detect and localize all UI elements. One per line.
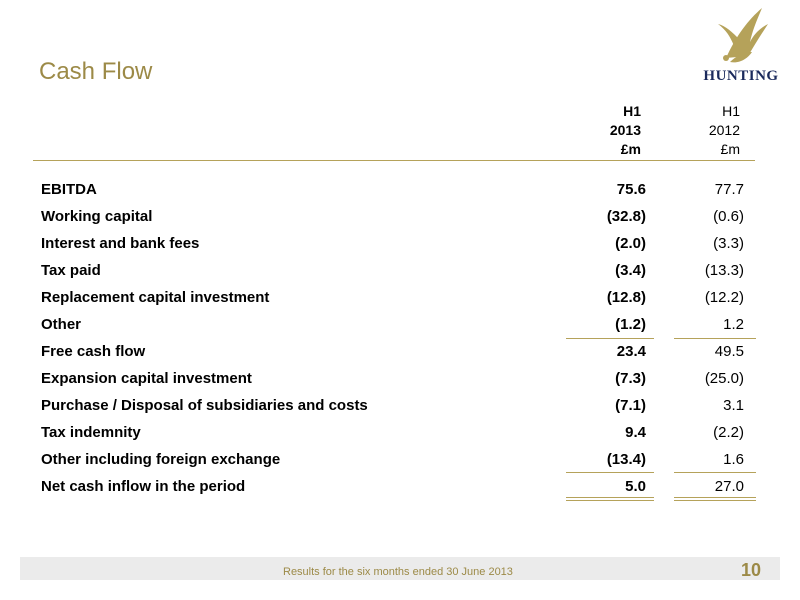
value-h1-2013: 75.6 — [616, 181, 646, 198]
value-h1-2013: (7.1) — [615, 397, 646, 414]
subtotal-rule — [566, 338, 654, 339]
value-h1-2013: 5.0 — [625, 478, 646, 495]
value-h1-2012: (25.0) — [704, 370, 744, 387]
bird-emblem-icon — [718, 8, 768, 63]
row-label: Working capital — [41, 208, 153, 225]
row-label: Free cash flow — [41, 343, 146, 360]
row-label: Interest and bank fees — [41, 235, 200, 252]
value-h1-2012: (0.6) — [713, 208, 744, 225]
page-number: 10 — [741, 560, 762, 580]
page-title: Cash Flow — [39, 58, 153, 85]
row-label: Purchase / Disposal of subsidiaries and … — [41, 397, 368, 414]
row-label: Other including foreign exchange — [41, 451, 281, 468]
value-h1-2012: (13.3) — [704, 262, 744, 279]
table-row: Free cash flow 23.4 49.5 — [0, 343, 800, 369]
row-label: Net cash inflow in the period — [41, 478, 246, 495]
column-header-line: £m — [620, 141, 641, 157]
row-label: EBITDA — [41, 181, 97, 198]
table-row: Other including foreign exchange (13.4) … — [0, 451, 800, 477]
row-label: Tax paid — [41, 262, 101, 279]
value-h1-2012: (2.2) — [713, 424, 744, 441]
table-row: EBITDA 75.6 77.7 — [0, 181, 800, 207]
table-row: Replacement capital investment (12.8) (1… — [0, 289, 800, 315]
row-label: Expansion capital investment — [41, 370, 252, 387]
total-rule — [674, 500, 756, 501]
header-divider — [33, 160, 755, 161]
value-h1-2013: 9.4 — [625, 424, 646, 441]
value-h1-2012: (3.3) — [713, 235, 744, 252]
table-row: Interest and bank fees (2.0) (3.3) — [0, 235, 800, 261]
subtotal-rule — [674, 338, 756, 339]
value-h1-2012: 1.2 — [723, 316, 744, 333]
value-h1-2013: (1.2) — [615, 316, 646, 333]
total-rule — [566, 497, 654, 498]
logo-wordmark: HUNTING — [703, 68, 779, 84]
column-header-line: H1 — [722, 103, 740, 119]
row-label: Tax indemnity — [41, 424, 141, 441]
value-h1-2012: 77.7 — [714, 181, 744, 198]
value-h1-2013: (12.8) — [606, 289, 646, 306]
table-row: Purchase / Disposal of subsidiaries and … — [0, 397, 800, 423]
table-row: Tax paid (3.4) (13.3) — [0, 262, 800, 288]
value-h1-2012: 1.6 — [723, 451, 744, 468]
value-h1-2012: (12.2) — [704, 289, 744, 306]
value-h1-2013: (2.0) — [615, 235, 646, 252]
value-h1-2013: (32.8) — [606, 208, 646, 225]
hunting-logo: HUNTING — [696, 6, 786, 88]
subtotal-rule — [674, 472, 756, 473]
row-label: Replacement capital investment — [41, 289, 270, 306]
value-h1-2013: (13.4) — [606, 451, 646, 468]
total-rule — [674, 497, 756, 498]
column-header-line: £m — [720, 141, 740, 157]
value-h1-2012: 3.1 — [723, 397, 744, 414]
table-row: Working capital (32.8) (0.6) — [0, 208, 800, 234]
column-header-line: H1 — [623, 103, 641, 119]
footer-caption: Results for the six months ended 30 June… — [283, 566, 513, 578]
value-h1-2013: (3.4) — [615, 262, 646, 279]
subtotal-rule — [566, 472, 654, 473]
table-row: Tax indemnity 9.4 (2.2) — [0, 424, 800, 450]
value-h1-2012: 27.0 — [714, 478, 744, 495]
footer-bar — [20, 557, 780, 580]
table-row: Expansion capital investment (7.3) (25.0… — [0, 370, 800, 396]
value-h1-2013: 23.4 — [616, 343, 646, 360]
column-header-line: 2012 — [708, 122, 740, 138]
value-h1-2013: (7.3) — [615, 370, 646, 387]
row-label: Other — [41, 316, 82, 333]
column-header-line: 2013 — [609, 122, 641, 138]
table-row: Other (1.2) 1.2 — [0, 316, 800, 342]
table-row: Net cash inflow in the period 5.0 27.0 — [0, 478, 800, 504]
value-h1-2012: 49.5 — [714, 343, 744, 360]
total-rule — [566, 500, 654, 501]
